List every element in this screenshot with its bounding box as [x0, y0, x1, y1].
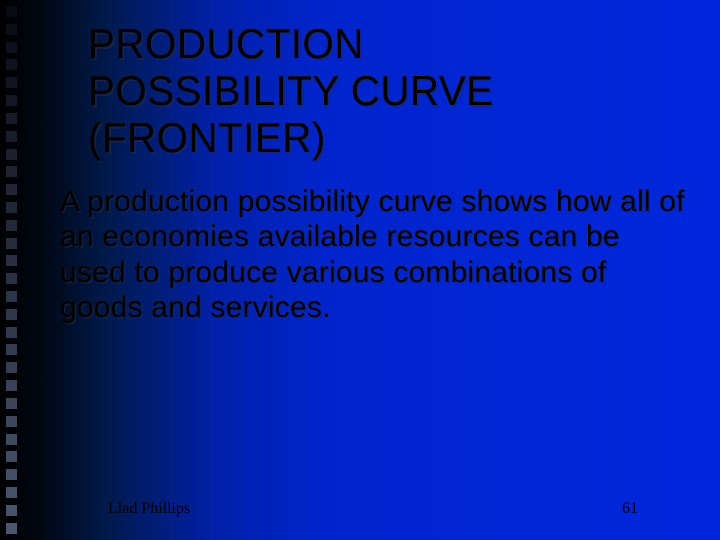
decorative-square — [6, 469, 17, 480]
decorative-square — [6, 6, 17, 17]
decorative-square — [6, 434, 17, 445]
decorative-square — [6, 77, 17, 88]
decorative-square — [6, 291, 17, 302]
page-number: 61 — [622, 500, 638, 518]
decorative-square — [6, 184, 17, 195]
author-name: Llad Phillips — [108, 500, 190, 518]
decorative-square — [6, 273, 17, 284]
slide-body-text: A production possibility curve shows how… — [60, 184, 690, 326]
decorative-square — [6, 149, 17, 160]
slide-content: PRODUCTION POSSIBILITY CURVE (FRONTIER) — [88, 20, 690, 193]
title-line-3: (FRONTIER) — [88, 114, 326, 161]
decorative-square — [6, 505, 17, 516]
decorative-square — [6, 380, 17, 391]
decorative-square — [6, 24, 17, 35]
decorative-square — [6, 202, 17, 213]
decorative-square — [6, 487, 17, 498]
slide-body-wrap: A production possibility curve shows how… — [60, 184, 690, 326]
decorative-square — [6, 344, 17, 355]
decorative-square — [6, 238, 17, 249]
decorative-square — [6, 113, 17, 124]
decorative-square — [6, 42, 17, 53]
decorative-square — [6, 362, 17, 373]
decorative-square — [6, 523, 17, 534]
decorative-square — [6, 398, 17, 409]
decorative-square — [6, 95, 17, 106]
title-line-1: PRODUCTION — [88, 20, 364, 67]
decorative-square — [6, 59, 17, 70]
decorative-square — [6, 220, 17, 231]
decorative-square — [6, 131, 17, 142]
decorative-squares-column — [6, 6, 26, 534]
decorative-square — [6, 166, 17, 177]
decorative-square — [6, 416, 17, 427]
title-line-2: POSSIBILITY CURVE — [88, 67, 494, 114]
decorative-square — [6, 309, 17, 320]
slide-title: PRODUCTION POSSIBILITY CURVE (FRONTIER) — [88, 20, 666, 161]
decorative-square — [6, 327, 17, 338]
decorative-square — [6, 255, 17, 266]
decorative-square — [6, 451, 17, 462]
